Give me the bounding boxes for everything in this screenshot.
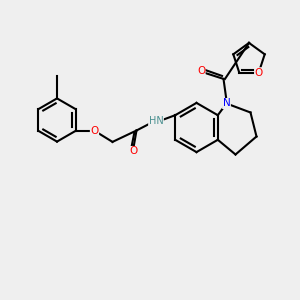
Text: N: N	[223, 98, 230, 109]
Text: O: O	[129, 146, 138, 157]
Text: O: O	[197, 66, 205, 76]
Text: O: O	[90, 126, 99, 136]
Text: O: O	[255, 68, 263, 78]
Text: HN: HN	[148, 116, 164, 126]
